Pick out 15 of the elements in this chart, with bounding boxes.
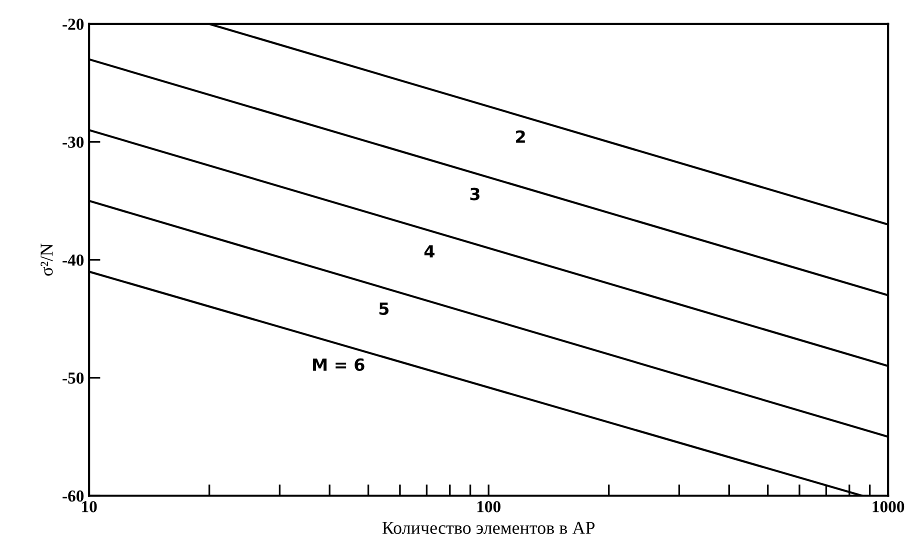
y-tick-label: -50: [62, 372, 84, 384]
x-axis-title: Количество элементов в АР: [382, 522, 595, 534]
y-tick-label: -30: [62, 136, 84, 148]
series-label: 3: [470, 188, 480, 200]
series-label: 2: [516, 130, 525, 143]
y-tick-label: -60: [62, 490, 84, 502]
y-axis-title: σ²/N: [40, 244, 53, 276]
x-tick-label: 100: [477, 501, 500, 512]
x-tick-label: 1000: [872, 501, 904, 512]
x-tick-label: 10: [82, 501, 97, 512]
series-label: 4: [424, 245, 434, 258]
y-tick-label: -20: [62, 18, 84, 30]
series-label: M = 6: [313, 358, 364, 371]
y-tick-label: -40: [62, 254, 84, 266]
series-label: 5: [379, 302, 389, 315]
